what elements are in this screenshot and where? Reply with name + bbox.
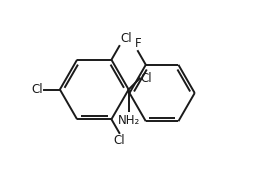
Text: F: F bbox=[135, 37, 141, 50]
Text: Cl: Cl bbox=[32, 83, 43, 96]
Text: NH₂: NH₂ bbox=[118, 114, 140, 127]
Text: Cl: Cl bbox=[141, 72, 152, 85]
Text: Cl: Cl bbox=[120, 32, 132, 45]
Text: Cl: Cl bbox=[113, 134, 125, 147]
